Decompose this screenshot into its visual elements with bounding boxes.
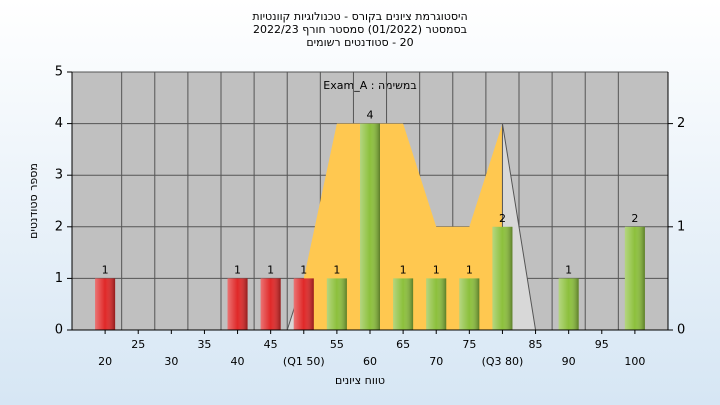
- x-tick-label: 20: [98, 355, 112, 368]
- data-label: 1: [565, 263, 572, 276]
- x-tick-label: 95: [595, 338, 609, 351]
- data-label: 1: [267, 263, 274, 276]
- x-tick-label: 85: [529, 338, 543, 351]
- x-tick-label: 90: [562, 355, 576, 368]
- y-axis-label: מספר סטודנטים: [27, 163, 40, 239]
- data-label: 1: [433, 263, 440, 276]
- title-line: 20 - סטודנטים רשומים: [306, 36, 413, 49]
- area: [303, 123, 503, 330]
- bar-shading: [558, 278, 579, 330]
- bar-shading: [492, 226, 513, 330]
- y-tick-label: 0: [55, 323, 63, 338]
- y2-tick-label: 2: [677, 116, 685, 131]
- bar-shading: [393, 278, 414, 330]
- title-line: היסטוגרמת ציונים בקורס - טכנולוגיות קוונ…: [252, 10, 467, 23]
- y-tick-label: 5: [55, 65, 63, 80]
- x-axis-label: טווח ציונים: [335, 374, 385, 387]
- x-tick-label: 75: [462, 338, 476, 351]
- x-tick-label: 45: [264, 338, 278, 351]
- data-label: 1: [333, 263, 340, 276]
- x-tick-label: 35: [197, 338, 211, 351]
- bar-shading: [260, 278, 281, 330]
- data-label: 2: [499, 212, 506, 225]
- y-tick-label: 3: [55, 168, 63, 183]
- bar-shading: [459, 278, 480, 330]
- x-tick-label: 100: [624, 355, 645, 368]
- title-line: בסמסטר (01/2022) סמסטר חורף 2022/23: [253, 23, 467, 36]
- data-label: 1: [400, 263, 407, 276]
- bar-shading: [624, 226, 645, 330]
- y2-tick-label: 1: [677, 219, 685, 234]
- annotation: במשימה : Exam_A: [323, 79, 416, 92]
- bar-shading: [426, 278, 447, 330]
- x-tick-label: 55: [330, 338, 344, 351]
- x-tick-label: 60: [363, 355, 377, 368]
- x-tick-label: 65: [396, 338, 410, 351]
- y2-tick-label: 0: [677, 323, 685, 338]
- data-label: 4: [367, 109, 374, 122]
- bar-shading: [326, 278, 347, 330]
- x-tick-label: 25: [131, 338, 145, 351]
- bar-shading: [360, 123, 380, 330]
- bar-shading: [227, 278, 248, 330]
- y-tick-label: 2: [55, 219, 63, 234]
- bar-shading: [95, 278, 116, 330]
- data-label: 1: [234, 263, 241, 276]
- y-tick-label: 1: [55, 271, 63, 286]
- x-tick-label: (Q3 80): [482, 355, 524, 368]
- data-label: 2: [631, 212, 638, 225]
- y-tick-label: 4: [55, 116, 63, 131]
- x-tick-label: 40: [231, 355, 245, 368]
- x-tick-label: (Q1 50): [283, 355, 325, 368]
- x-tick-label: 30: [164, 355, 178, 368]
- data-label: 1: [300, 263, 307, 276]
- x-tick-label: 70: [429, 355, 443, 368]
- data-label: 1: [466, 263, 473, 276]
- bar-shading: [293, 278, 314, 330]
- data-label: 1: [102, 263, 109, 276]
